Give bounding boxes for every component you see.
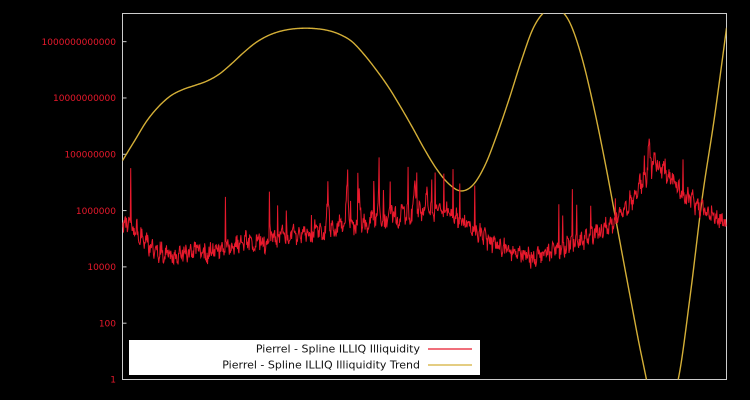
- y-axis-tick-label: 10000: [87, 263, 116, 273]
- legend-background: [128, 339, 481, 376]
- y-axis-tick-label: 100000000: [64, 150, 116, 160]
- legend-label-1: Pierrel - Spline ILLIQ Illiquidity Trend: [222, 359, 420, 372]
- chart-legend[interactable]: Pierrel - Spline ILLIQ Illiquidity Pierr…: [128, 339, 481, 376]
- y-axis-tick-marks: [122, 41, 127, 380]
- y-axis-tick-label: 1: [110, 376, 116, 386]
- y-axis-tick-label: 1000000: [76, 207, 116, 217]
- plot-axes-frame: [122, 13, 727, 380]
- y-axis-tick-label: 10000000000: [53, 94, 116, 104]
- y-axis-tick-label: 1000000000000: [42, 38, 117, 48]
- series-line-trend: [122, 13, 727, 380]
- y-axis-tick-labels: 1 100 10000 1000000 100000000 10000000000 1000…: [42, 38, 117, 386]
- y-axis-tick-label: 100: [99, 319, 116, 329]
- series-line-illiquidity: [122, 138, 727, 269]
- legend-label-0: Pierrel - Spline ILLIQ Illiquidity: [256, 343, 421, 356]
